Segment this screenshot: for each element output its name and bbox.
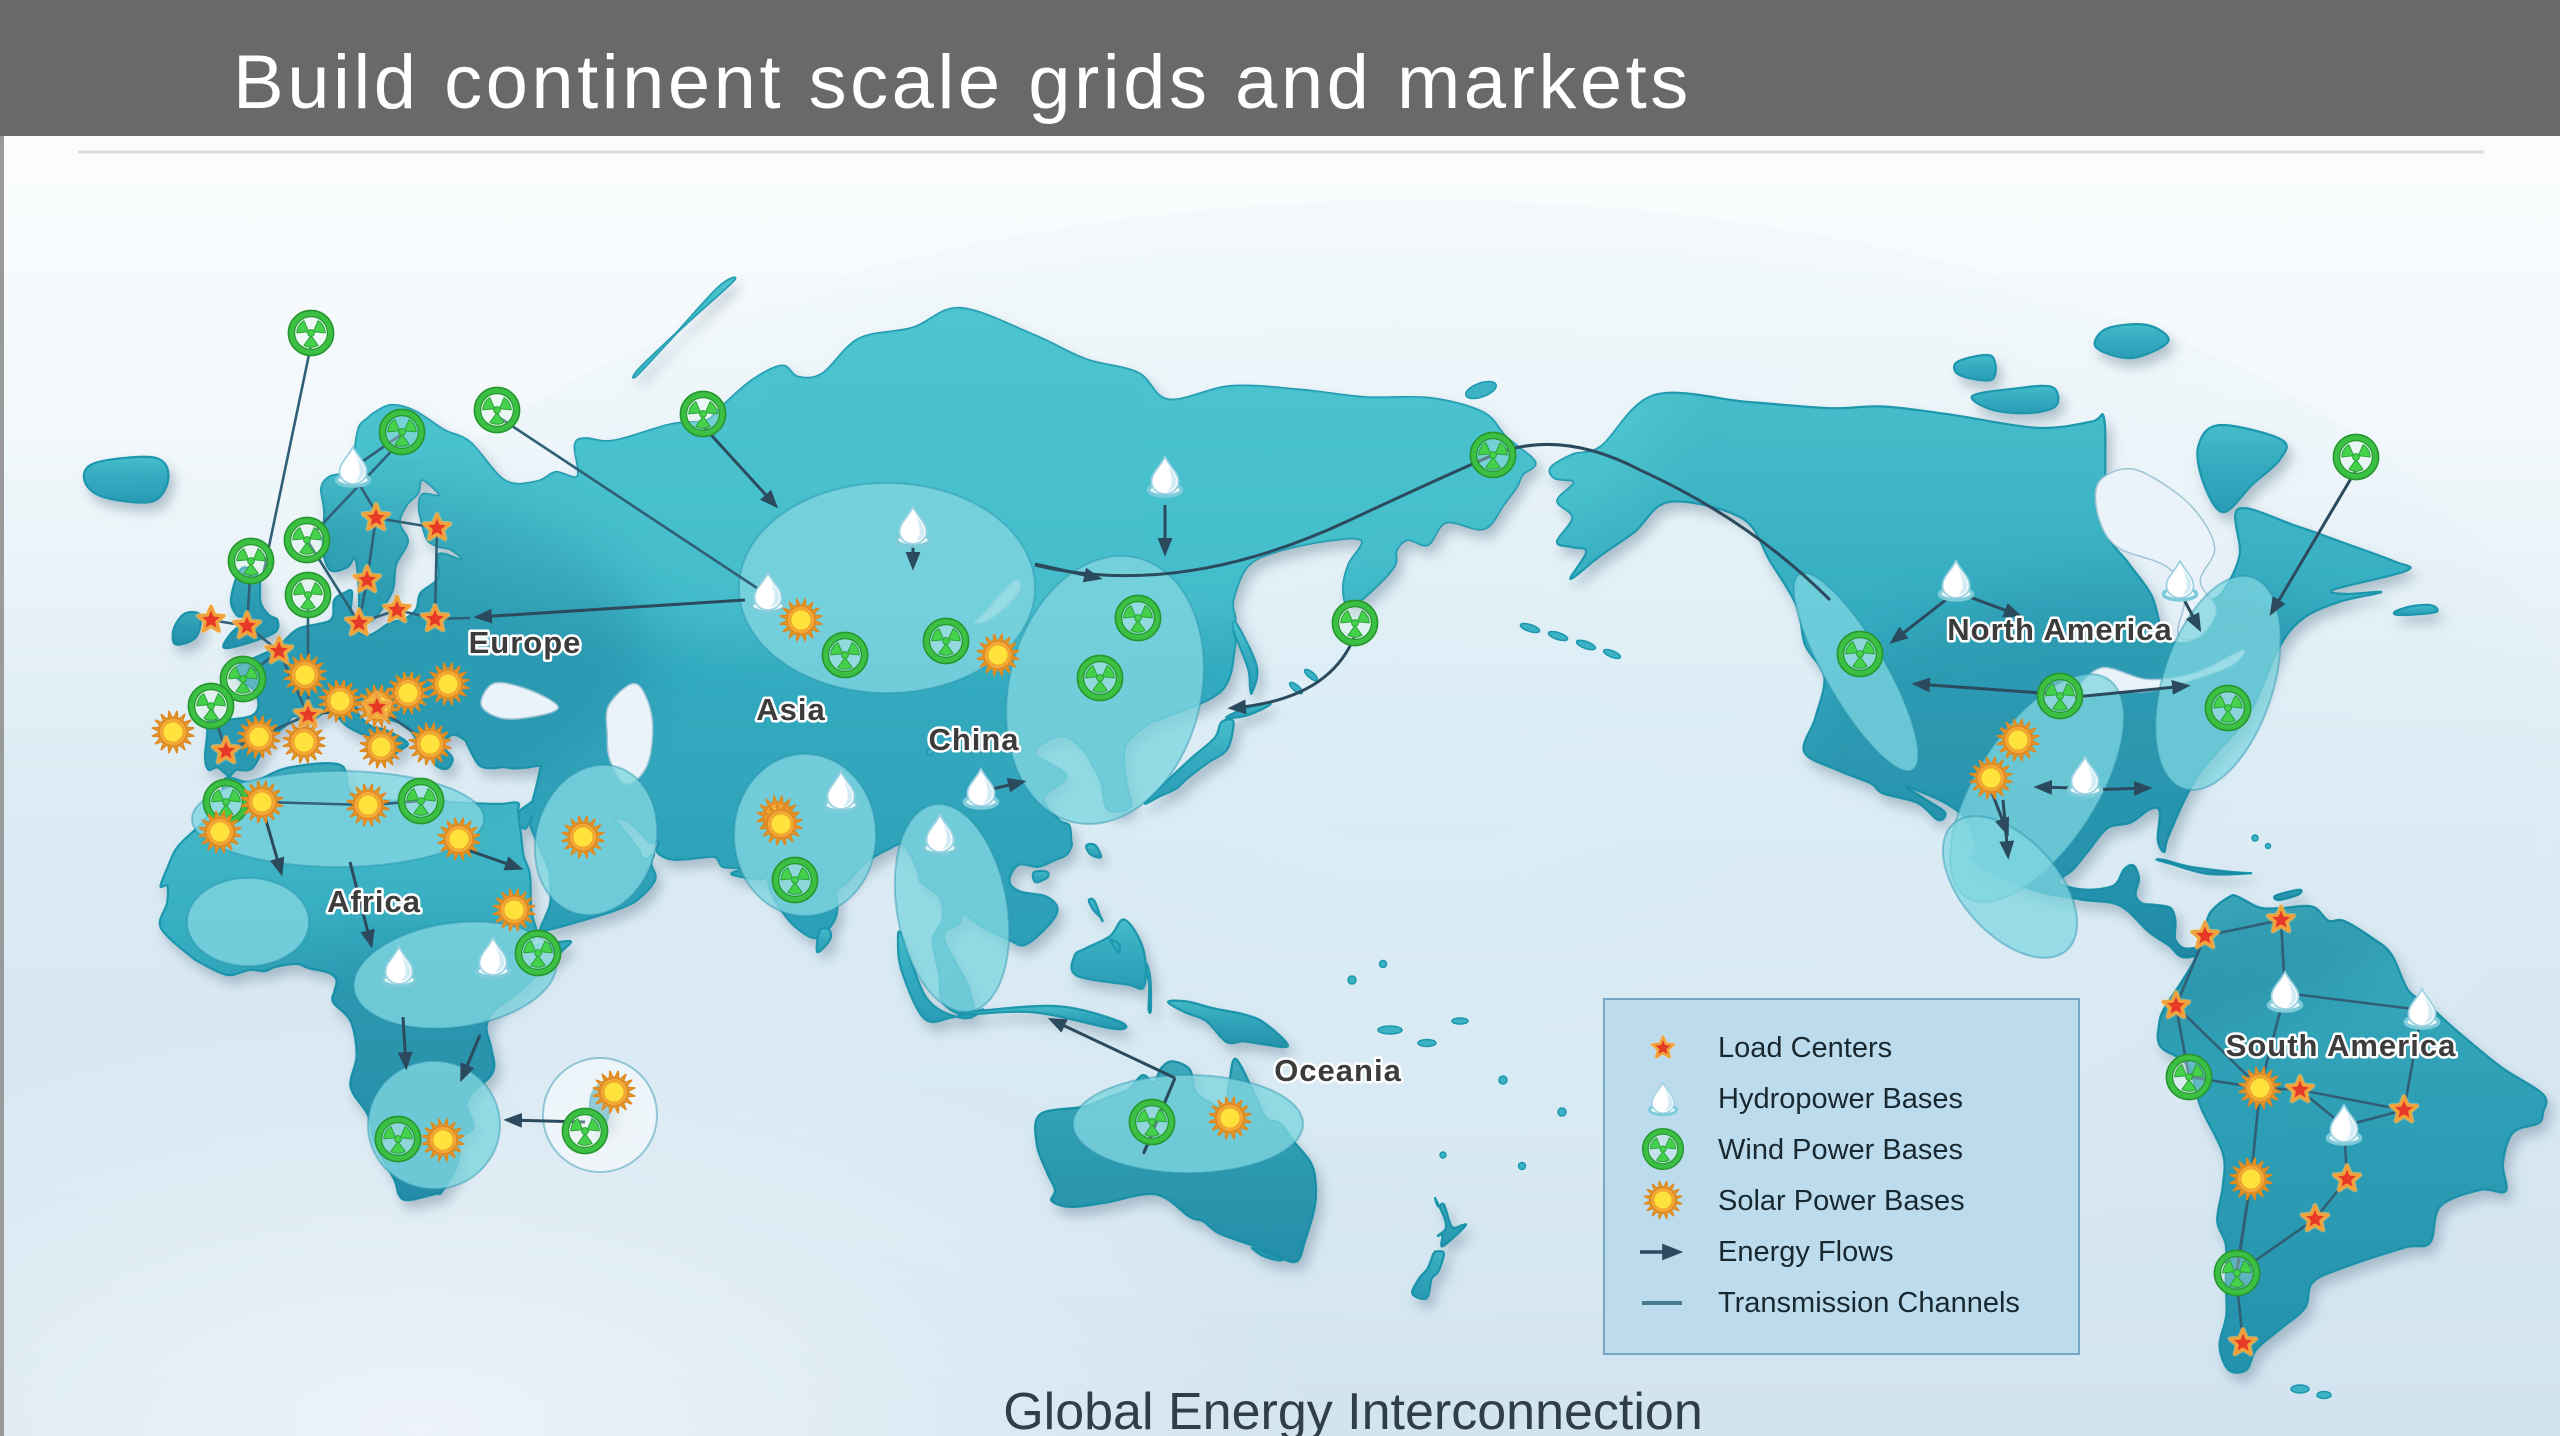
svg-text:Solar Power Bases: Solar Power Bases [1718, 1185, 1965, 1217]
svg-text:Load Centers: Load Centers [1718, 1032, 1892, 1064]
svg-text:Global Energy Interconnection: Global Energy Interconnection [1003, 1383, 1703, 1436]
svg-text:Oceania: Oceania [1274, 1053, 1402, 1088]
svg-text:North America: North America [1947, 612, 2172, 647]
svg-text:Wind Power Bases: Wind Power Bases [1718, 1134, 1963, 1166]
svg-text:Asia: Asia [756, 692, 825, 727]
svg-text:Africa: Africa [327, 884, 421, 919]
svg-text:Energy Flows: Energy Flows [1718, 1236, 1894, 1268]
svg-text:Europe: Europe [469, 625, 582, 660]
svg-text:South America: South America [2226, 1028, 2457, 1063]
svg-text:China: China [928, 722, 1019, 757]
svg-text:Transmission Channels: Transmission Channels [1718, 1287, 2020, 1319]
svg-text:Hydropower Bases: Hydropower Bases [1718, 1083, 1963, 1115]
